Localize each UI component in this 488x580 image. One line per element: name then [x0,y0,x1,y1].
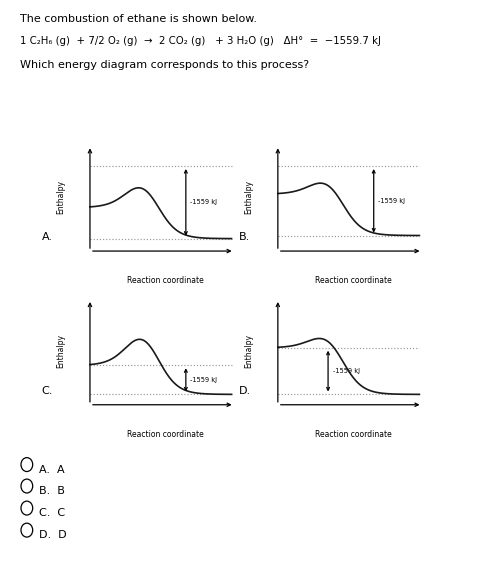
Text: Reaction coordinate: Reaction coordinate [127,430,203,439]
Text: Enthalpy: Enthalpy [244,334,253,368]
Text: D.: D. [239,386,251,396]
Text: -1559 kJ: -1559 kJ [190,200,218,205]
Text: The combustion of ethane is shown below.: The combustion of ethane is shown below. [20,14,257,24]
Text: Which energy diagram corresponds to this process?: Which energy diagram corresponds to this… [20,60,308,70]
Text: B.: B. [239,232,250,242]
Text: Reaction coordinate: Reaction coordinate [315,430,391,439]
Text: B.  B: B. B [39,486,65,496]
Text: Enthalpy: Enthalpy [244,180,253,214]
Text: A.: A. [41,232,53,242]
Text: D.  D: D. D [39,530,67,541]
Text: 1 C₂H₆ (g)  + 7/2 O₂ (g)  →  2 CO₂ (g)   + 3 H₂O (g)   ΔH°  =  −1559.7 kJ: 1 C₂H₆ (g) + 7/2 O₂ (g) → 2 CO₂ (g) + 3 … [20,36,381,46]
Text: Enthalpy: Enthalpy [56,334,65,368]
Text: -1559 kJ: -1559 kJ [190,377,218,383]
Text: Reaction coordinate: Reaction coordinate [315,276,391,285]
Text: Reaction coordinate: Reaction coordinate [127,276,203,285]
Text: A.  A: A. A [39,465,65,475]
Text: C.  C: C. C [39,508,65,519]
Text: -1559 kJ: -1559 kJ [333,368,360,374]
Text: Enthalpy: Enthalpy [56,180,65,214]
Text: -1559 kJ: -1559 kJ [378,198,406,204]
Text: C.: C. [41,386,53,396]
